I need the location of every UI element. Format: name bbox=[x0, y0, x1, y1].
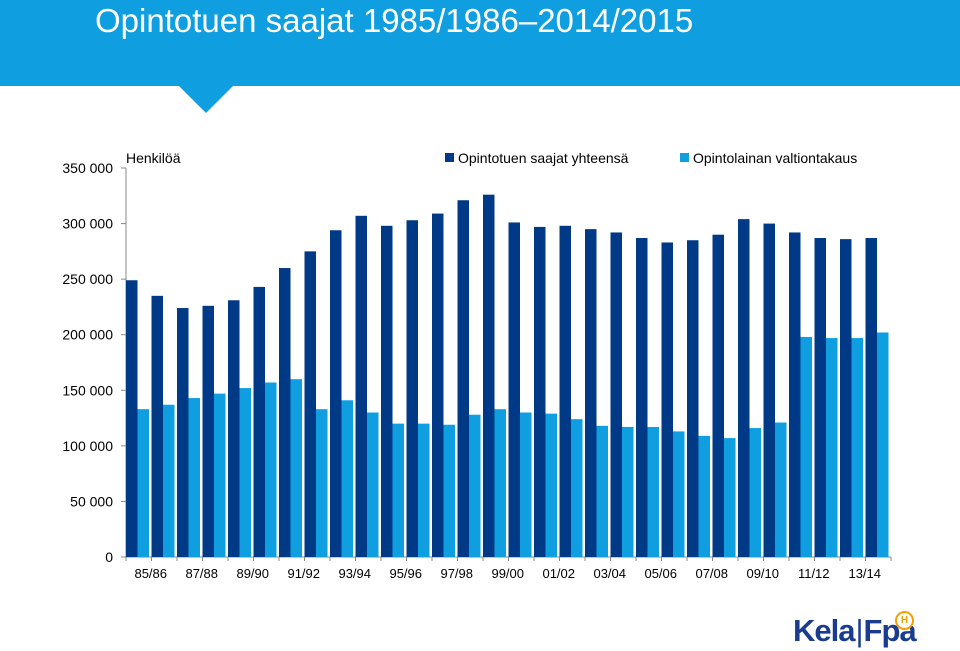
bar-loan bbox=[826, 338, 838, 557]
x-tick-label: 05/06 bbox=[644, 566, 677, 581]
bar-loan bbox=[749, 428, 761, 557]
legend-item-loan: Opintolainan valtiontakaus bbox=[680, 150, 857, 166]
bar-total bbox=[814, 238, 826, 557]
bar-total bbox=[738, 219, 750, 557]
bar-total bbox=[253, 286, 265, 557]
bar-loan bbox=[188, 398, 200, 557]
y-tick-label: 250 000 bbox=[62, 271, 113, 287]
bar-loan bbox=[877, 332, 889, 557]
x-tick-label: 89/90 bbox=[236, 566, 269, 581]
y-tick-label: 350 000 bbox=[62, 160, 113, 176]
bar-loan bbox=[622, 426, 634, 557]
bar-total bbox=[151, 295, 163, 557]
bar-total bbox=[330, 230, 342, 558]
legend-label-loan: Opintolainan valtiontakaus bbox=[693, 150, 858, 166]
bar-loan bbox=[724, 438, 736, 557]
x-tick-label: 85/86 bbox=[134, 566, 167, 581]
bar-total bbox=[406, 220, 418, 558]
bar-loan bbox=[698, 435, 710, 557]
bar-loan bbox=[775, 422, 787, 557]
logo-separator: | bbox=[855, 613, 863, 648]
x-tick-label: 07/08 bbox=[695, 566, 728, 581]
bar-loan bbox=[367, 412, 379, 557]
y-tick-label: 300 000 bbox=[62, 216, 113, 232]
x-tick-label: 13/14 bbox=[848, 566, 881, 581]
bar-total bbox=[789, 232, 801, 557]
bar-total bbox=[763, 223, 775, 558]
x-tick-label: 87/88 bbox=[185, 566, 218, 581]
bar-total bbox=[712, 234, 724, 557]
bar-total bbox=[279, 268, 291, 557]
bar-total bbox=[585, 229, 597, 557]
bar-total bbox=[610, 232, 622, 557]
bar-total bbox=[202, 305, 214, 557]
bar-loan bbox=[265, 382, 277, 557]
x-tick-label: 01/02 bbox=[542, 566, 575, 581]
bar-loan bbox=[341, 400, 353, 557]
bar-loan bbox=[392, 423, 404, 557]
bar-loan bbox=[214, 393, 226, 557]
x-tick-label: 93/94 bbox=[338, 566, 371, 581]
y-axis-unit-label: Henkilöä bbox=[126, 150, 181, 166]
bar-total bbox=[483, 194, 495, 557]
bar-total bbox=[126, 280, 138, 557]
bar-loan bbox=[647, 426, 659, 557]
logo-text-kela: Kela bbox=[793, 613, 855, 648]
bar-total bbox=[228, 300, 240, 557]
title-banner-notch bbox=[178, 85, 234, 113]
title-banner bbox=[0, 0, 960, 86]
bar-total bbox=[661, 242, 673, 558]
y-tick-label: 100 000 bbox=[62, 438, 113, 454]
bar-loan bbox=[571, 419, 583, 557]
bar-loan bbox=[469, 414, 481, 557]
page-title: Opintotuen saajat 1985/1986–2014/2015 bbox=[95, 2, 694, 39]
bar-total bbox=[636, 238, 648, 557]
bar-total bbox=[559, 225, 571, 557]
logo-badge-icon: H bbox=[895, 611, 914, 630]
bar-loan bbox=[418, 423, 430, 557]
bar-total bbox=[304, 251, 316, 557]
bar-total bbox=[508, 222, 520, 557]
bar-loan bbox=[494, 409, 506, 557]
bar-loan bbox=[239, 388, 251, 557]
x-tick-label: 97/98 bbox=[440, 566, 473, 581]
bar-loan bbox=[290, 379, 302, 557]
bar-loan bbox=[137, 409, 149, 557]
legend-label-total: Opintotuen saajat yhteensä bbox=[458, 150, 629, 166]
x-tick-label: 09/10 bbox=[746, 566, 779, 581]
x-tick-label: 99/00 bbox=[491, 566, 524, 581]
bar-total bbox=[457, 200, 469, 557]
y-tick-label: 50 000 bbox=[70, 493, 113, 509]
x-tick-label: 91/92 bbox=[287, 566, 320, 581]
y-tick-label: 0 bbox=[105, 549, 113, 565]
x-tick-label: 95/96 bbox=[389, 566, 422, 581]
legend-item-total: Opintotuen saajat yhteensä bbox=[445, 150, 628, 166]
bar-loan bbox=[545, 413, 557, 557]
legend-swatch-total bbox=[445, 153, 454, 162]
bar-loan bbox=[520, 412, 532, 557]
bar-total bbox=[355, 215, 367, 557]
x-tick-label: 11/12 bbox=[798, 566, 830, 581]
bar-loan bbox=[596, 425, 608, 557]
bar-total bbox=[177, 308, 189, 557]
bar-total bbox=[534, 226, 546, 558]
bar-loan bbox=[851, 338, 863, 557]
y-tick-label: 200 000 bbox=[62, 327, 113, 343]
bar-loan bbox=[673, 431, 685, 557]
bar-total bbox=[432, 213, 444, 557]
y-tick-label: 150 000 bbox=[62, 382, 113, 398]
bar-total bbox=[687, 240, 699, 557]
bar-loan bbox=[316, 409, 328, 557]
bar-total bbox=[381, 225, 393, 557]
x-tick-label: 03/04 bbox=[593, 566, 626, 581]
bar-total bbox=[865, 238, 877, 557]
bar-loan bbox=[800, 336, 812, 557]
bar-total bbox=[840, 239, 852, 558]
bar-loan bbox=[443, 424, 455, 557]
bar-loan bbox=[163, 404, 175, 557]
legend-swatch-loan bbox=[680, 153, 689, 162]
